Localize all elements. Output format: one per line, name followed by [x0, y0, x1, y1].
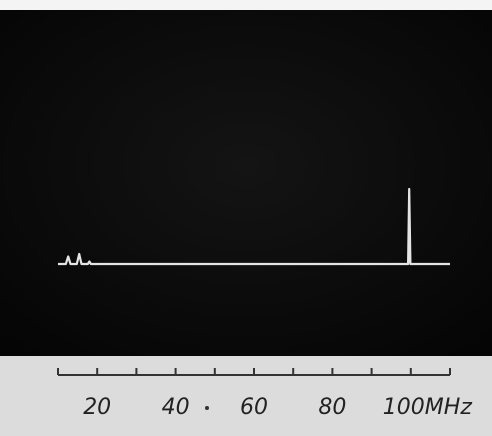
x-tick-label: 20	[83, 395, 111, 420]
page: 20406080100MHz (() => { const data = JSO…	[0, 0, 492, 436]
x-tick-label: 80	[318, 395, 346, 420]
screen	[0, 10, 492, 356]
x-tick-label: 40	[162, 395, 190, 420]
decoration-dot	[205, 406, 209, 410]
x-tick-label: 60	[240, 395, 268, 420]
x-tick-label: 100MHz	[383, 395, 473, 420]
chart: 20 40 60 80 100MHz	[0, 0, 492, 436]
